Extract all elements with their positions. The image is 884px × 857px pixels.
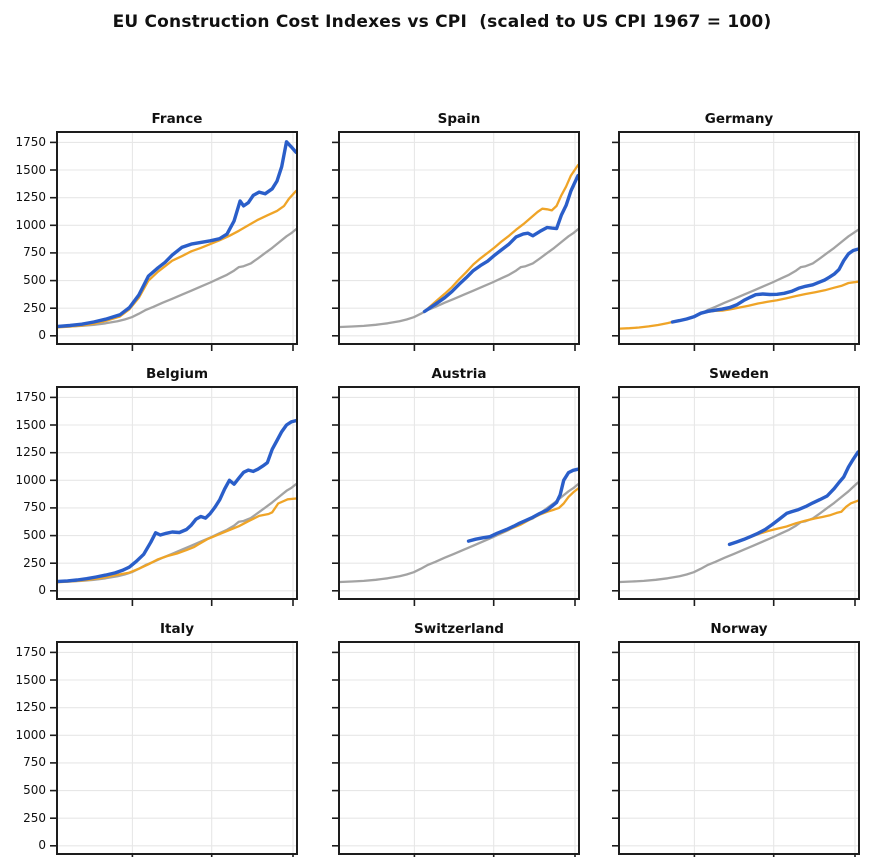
plot-spines-italy [56, 641, 298, 855]
figure-title: EU Construction Cost Indexes vs CPI (sca… [112, 12, 772, 32]
y-tick-label: 1750 [15, 134, 46, 149]
y-tick-label: 750 [23, 755, 46, 770]
subplot-title-belgium: Belgium [145, 366, 209, 382]
y-tick-label: 500 [23, 273, 46, 288]
plot-area-germany [612, 133, 860, 351]
series-line-orange [747, 499, 860, 539]
plot-area-spain [332, 133, 580, 351]
plot-spines-germany [618, 131, 860, 345]
series-line-gray [56, 483, 298, 584]
series-line-orange [618, 280, 860, 330]
y-tick-label: 250 [23, 555, 46, 570]
y-tick-label: 1500 [15, 417, 46, 432]
series-line-gray [690, 228, 860, 320]
subplot-title-germany: Germany [704, 111, 774, 127]
y-tick-label: 0 [38, 838, 46, 853]
y-tick-label: 1750 [15, 389, 46, 404]
plot-spines-austria [338, 386, 580, 600]
chart-canvas-france [50, 133, 298, 351]
subplot-title-italy: Italy [159, 621, 194, 637]
series-line-gray [338, 228, 580, 329]
plot-spines-switzerland [338, 641, 580, 855]
subplot-title-france: France [151, 111, 203, 127]
y-tick-label: 750 [23, 500, 46, 515]
y-tick-label: 1750 [15, 644, 46, 659]
plot-spines-sweden [618, 386, 860, 600]
y-tick-label: 1250 [15, 445, 46, 460]
series-line-blue [56, 418, 298, 584]
series-line-blue [670, 247, 860, 324]
y-tick-label: 1000 [15, 727, 46, 742]
series-line-orange [56, 497, 298, 584]
series-line-gray [618, 481, 860, 584]
chart-canvas-germany [612, 133, 860, 351]
subplot-title-switzerland: Switzerland [414, 621, 504, 637]
plot-spines-belgium [56, 386, 298, 600]
plot-spines-spain [338, 131, 580, 345]
chart-canvas-austria [332, 388, 580, 606]
y-tick-label: 750 [23, 245, 46, 260]
y-tick-label: 1000 [15, 217, 46, 232]
y-tick-label: 0 [38, 328, 46, 343]
y-tick-label: 250 [23, 810, 46, 825]
subplot-title-spain: Spain [437, 111, 481, 127]
chart-canvas-belgium [50, 388, 298, 606]
subplot-title-sweden: Sweden [709, 366, 769, 382]
y-tick-label: 1500 [15, 162, 46, 177]
y-tick-label: 500 [23, 528, 46, 543]
plot-area-france [50, 133, 298, 351]
subplot-title-austria: Austria [431, 366, 487, 382]
plot-spines-norway [618, 641, 860, 855]
plot-area-austria [332, 388, 580, 606]
series-line-blue [422, 173, 580, 314]
series-line-blue [466, 467, 580, 543]
y-tick-label: 1250 [15, 700, 46, 715]
chart-canvas-sweden [612, 388, 860, 606]
plot-area-sweden [612, 388, 860, 606]
y-tick-label: 1000 [15, 472, 46, 487]
plot-area-belgium [50, 388, 298, 606]
y-tick-label: 1250 [15, 190, 46, 205]
y-tick-label: 500 [23, 783, 46, 798]
subplot-title-norway: Norway [710, 621, 768, 637]
series-line-blue [727, 450, 860, 547]
series-line-orange [423, 163, 580, 313]
y-tick-label: 250 [23, 300, 46, 315]
series-line-blue [56, 140, 298, 329]
chart-canvas-spain [332, 133, 580, 351]
series-line-gray [56, 228, 298, 329]
y-tick-label: 0 [38, 583, 46, 598]
plot-spines-france [56, 131, 298, 345]
